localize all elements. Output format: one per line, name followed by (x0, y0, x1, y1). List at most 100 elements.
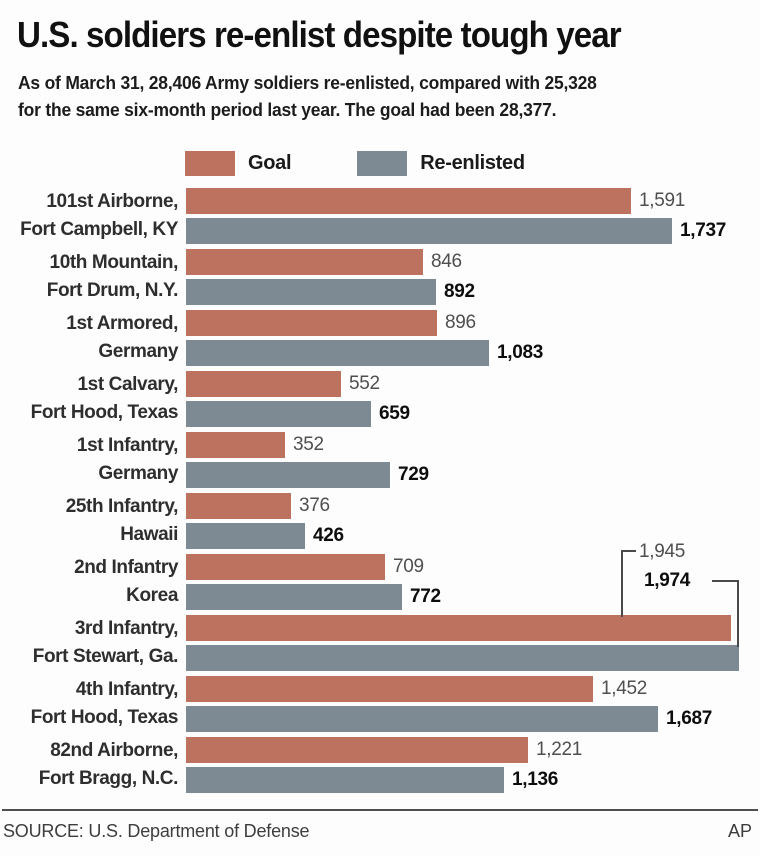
row-bars: 552 659 (178, 371, 760, 427)
bar-line (186, 645, 760, 671)
row-bars: 1,221 1,136 (178, 737, 760, 793)
reenlisted-value: 426 (313, 525, 344, 546)
goal-bar (186, 249, 423, 275)
reenlisted-bar (186, 462, 390, 488)
reenlisted-legend-label: Re-enlisted (420, 151, 525, 174)
goal-value: 709 (393, 556, 424, 577)
subtitle-line-2: for the same six-month period last year.… (18, 100, 557, 120)
goal-value: 376 (299, 495, 330, 516)
row-bars: 376 426 (178, 493, 760, 549)
chart-row: 82nd Airborne, Fort Bragg, N.C. 1,221 1,136 (0, 737, 760, 793)
bar-line: 1,452 (186, 676, 760, 702)
goal-bar (186, 310, 437, 336)
goal-bar (186, 493, 291, 519)
chart-row: 1st Armored, Germany 896 1,083 (0, 310, 760, 366)
footer-divider (2, 809, 758, 811)
row-bars: 1,452 1,687 (178, 676, 760, 732)
source-credit: SOURCE: U.S. Department of Defense (3, 821, 310, 841)
category-label: 82nd Airborne, Fort Bragg, N.C. (38, 740, 179, 789)
reenlisted-value: 729 (398, 464, 429, 485)
category-label: 4th Infantry, Fort Hood, Texas (30, 679, 179, 728)
goal-value: 1,452 (601, 678, 648, 699)
category-label: 2nd Infantry Korea (74, 557, 178, 606)
page-title: U.S. soldiers re-enlist despite tough ye… (17, 14, 622, 55)
reenlisted-value: 772 (410, 586, 441, 607)
subtitle-line-1: As of March 31, 28,406 Army soldiers re-… (18, 73, 597, 93)
goal-bar (186, 676, 593, 702)
chart-row: 1st Calvary, Fort Hood, Texas 552 659 (0, 371, 760, 427)
reenlisted-value: 1,083 (497, 342, 544, 363)
reenlisted-value: 1,737 (680, 220, 727, 241)
row-bars: 896 1,083 (178, 310, 760, 366)
subtitle: As of March 31, 28,406 Army soldiers re-… (18, 70, 597, 124)
bar-line: 1,591 (186, 188, 760, 214)
chart-row: 1st Infantry, Germany 352 729 (0, 432, 760, 488)
reenlisted-callout-line (712, 580, 739, 647)
goal-callout-value: 1,945 (639, 541, 686, 562)
bar-line: 892 (186, 279, 760, 305)
goal-value: 1,591 (639, 190, 686, 211)
bar-line: 729 (186, 462, 760, 488)
reenlisted-bar (186, 340, 489, 366)
chart-row: 3rd Infantry, Fort Stewart, Ga. (0, 615, 760, 671)
goal-value: 1,221 (536, 739, 583, 760)
reenlisted-value: 892 (444, 281, 475, 302)
goal-value: 896 (445, 312, 476, 333)
bar-line: 1,221 (186, 737, 760, 763)
row-bars: 1,591 1,737 (178, 188, 760, 244)
bar-line: 846 (186, 249, 760, 275)
goal-bar (186, 554, 385, 580)
bar-line: 552 (186, 371, 760, 397)
bar-line: 426 (186, 523, 760, 549)
row-bars: 846 892 (178, 249, 760, 305)
reenlisted-bar (186, 645, 739, 671)
goal-value: 846 (431, 251, 462, 272)
ap-credit: AP (727, 821, 752, 841)
reenlisted-bar (186, 279, 436, 305)
chart-row: 101st Airborne, Fort Campbell, KY 1,591 1,7… (0, 188, 760, 244)
reenlisted-bar (186, 523, 305, 549)
bar-line: 1,083 (186, 340, 760, 366)
category-label: 25th Infantry, Hawaii (65, 496, 179, 545)
bar-line: 352 (186, 432, 760, 458)
goal-bar (186, 188, 631, 214)
bar-line: 1,136 (186, 767, 760, 793)
bar-line: 709 (186, 554, 760, 580)
reenlisted-value: 1,687 (666, 708, 713, 729)
reenlisted-bar (186, 767, 504, 793)
reenlisted-legend-swatch (357, 150, 408, 176)
reenlisted-bar (186, 218, 672, 244)
category-label: 1st Infantry, Germany (76, 435, 178, 484)
chart-row: 4th Infantry, Fort Hood, Texas 1,452 1,687 (0, 676, 760, 732)
reenlisted-bar (186, 401, 371, 427)
reenlisted-callout-value: 1,974 (644, 570, 691, 591)
category-label: 3rd Infantry, Fort Stewart, Ga. (32, 618, 179, 667)
bar-line (186, 615, 760, 641)
goal-legend-swatch (185, 150, 235, 176)
row-bars: 709 772 (178, 554, 760, 610)
category-label: 1st Armored, Germany (66, 313, 178, 362)
chart-row: 25th Infantry, Hawaii 376 426 (0, 493, 760, 549)
goal-bar (186, 432, 285, 458)
reenlisted-value: 659 (379, 403, 410, 424)
goal-callout-line (621, 550, 636, 617)
reenlisted-bar (186, 706, 658, 732)
reenlisted-bar (186, 584, 402, 610)
bar-line: 1,737 (186, 218, 760, 244)
bar-line: 896 (186, 310, 760, 336)
goal-value: 352 (293, 434, 324, 455)
chart-row: 2nd Infantry Korea 709 772 (0, 554, 760, 610)
goal-bar (186, 737, 528, 763)
bar-line: 659 (186, 401, 760, 427)
category-label: 10th Mountain, Fort Drum, N.Y. (46, 252, 179, 301)
reenlisted-value: 1,136 (512, 769, 559, 790)
row-bars (178, 615, 760, 671)
goal-legend-label: Goal (248, 151, 292, 174)
bar-line: 1,687 (186, 706, 760, 732)
chart-row: 10th Mountain, Fort Drum, N.Y. 846 892 (0, 249, 760, 305)
bar-chart: 101st Airborne, Fort Campbell, KY 1,591 1,7… (0, 188, 760, 798)
bar-line: 772 (186, 584, 760, 610)
row-bars: 352 729 (178, 432, 760, 488)
legend: Goal Re-enlisted (185, 150, 525, 176)
